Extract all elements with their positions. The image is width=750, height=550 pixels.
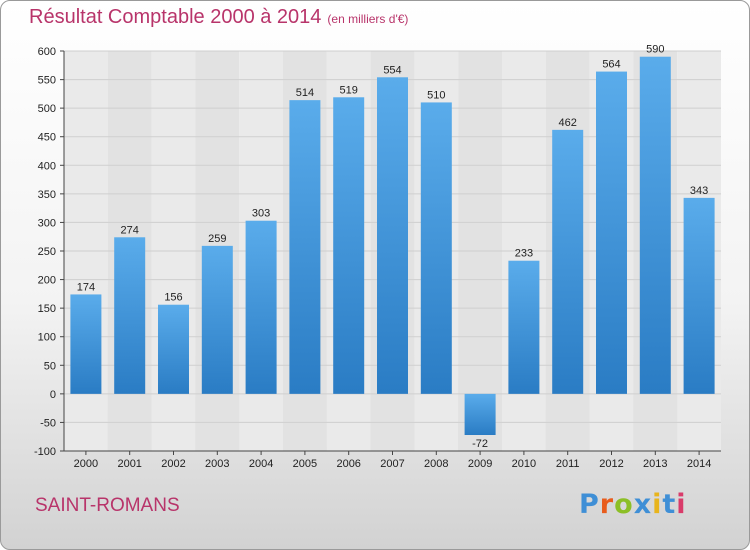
data-label-2001: 274 [121, 224, 139, 236]
data-label-2000: 174 [77, 281, 95, 293]
x-tick-label: 2014 [687, 458, 711, 470]
data-label-2009: -72 [472, 438, 488, 450]
x-tick-label: 2009 [468, 458, 492, 470]
logo-letter: r [599, 489, 615, 520]
bar-2011 [552, 129, 584, 394]
data-label-2005: 514 [296, 87, 314, 99]
bar-2001 [114, 237, 146, 394]
x-tick-label: 2001 [117, 458, 141, 470]
place-name: SAINT-ROMANS [35, 495, 180, 516]
bar-2014 [683, 197, 715, 394]
x-tick-label: 2008 [424, 458, 448, 470]
y-tick-label: 250 [38, 246, 56, 258]
chart-subtitle: (en milliers d'€) [327, 12, 409, 26]
y-tick-label: 350 [38, 189, 56, 201]
data-label-2002: 156 [164, 292, 182, 304]
x-tick-label: 2006 [336, 458, 360, 470]
bar-2003 [201, 245, 233, 394]
data-label-2011: 462 [559, 117, 577, 129]
logo-letter: t [662, 489, 677, 520]
logo-letter: x [633, 489, 653, 520]
data-label-2003: 259 [208, 233, 226, 245]
y-tick-label: -50 [40, 417, 56, 429]
proxiti-logo: Proxiti [579, 489, 687, 520]
y-tick-label: -100 [34, 446, 56, 458]
y-tick-label: 600 [38, 46, 56, 58]
logo-letter: i [652, 489, 663, 520]
y-tick-label: 0 [50, 389, 56, 401]
y-tick-label: 450 [38, 132, 56, 144]
y-tick-label: 50 [44, 360, 56, 372]
x-tick-label: 2004 [249, 458, 273, 470]
y-tick-label: 300 [38, 217, 56, 229]
y-tick-label: 100 [38, 332, 56, 344]
bar-2002 [158, 304, 189, 394]
bar-2009 [464, 393, 496, 435]
bar-2004 [245, 220, 277, 394]
bar-2008 [420, 102, 452, 394]
chart-title: Résultat Comptable 2000 à 2014 (en millie… [29, 6, 408, 29]
x-tick-label: 2003 [205, 458, 229, 470]
y-tick-label: 200 [38, 275, 56, 287]
x-tick-label: 2002 [161, 458, 185, 470]
chart-title-text: Résultat Comptable 2000 à 2014 [29, 6, 322, 28]
x-tick-label: 2010 [512, 458, 536, 470]
x-tick-label: 2012 [599, 458, 623, 470]
data-label-2012: 564 [602, 59, 620, 71]
logo-letter: P [579, 489, 600, 520]
logo-letter: o [614, 489, 634, 520]
logo-letter: i [676, 489, 687, 520]
data-label-2010: 233 [515, 248, 533, 260]
x-tick-label: 2011 [556, 458, 580, 470]
data-label-2004: 303 [252, 208, 270, 220]
bar-2007 [377, 77, 408, 394]
x-tick-label: 2000 [74, 458, 98, 470]
bar-2013 [639, 56, 671, 394]
y-tick-label: 550 [38, 75, 56, 87]
y-tick-label: 400 [38, 160, 56, 172]
x-tick-label: 2005 [293, 458, 317, 470]
data-label-2013: 590 [646, 44, 664, 56]
bar-2012 [596, 71, 627, 394]
data-label-2006: 519 [340, 84, 358, 96]
x-tick-label: 2013 [643, 458, 667, 470]
y-tick-label: 500 [38, 103, 56, 115]
data-label-2014: 343 [690, 185, 708, 197]
bar-2005 [289, 100, 321, 394]
data-label-2007: 554 [383, 64, 401, 76]
data-label-2008: 510 [427, 89, 445, 101]
y-tick-label: 150 [38, 303, 56, 315]
x-tick-label: 2007 [380, 458, 404, 470]
bar-2010 [508, 260, 540, 394]
bar-2000 [70, 294, 102, 394]
bar-2006 [333, 97, 365, 394]
